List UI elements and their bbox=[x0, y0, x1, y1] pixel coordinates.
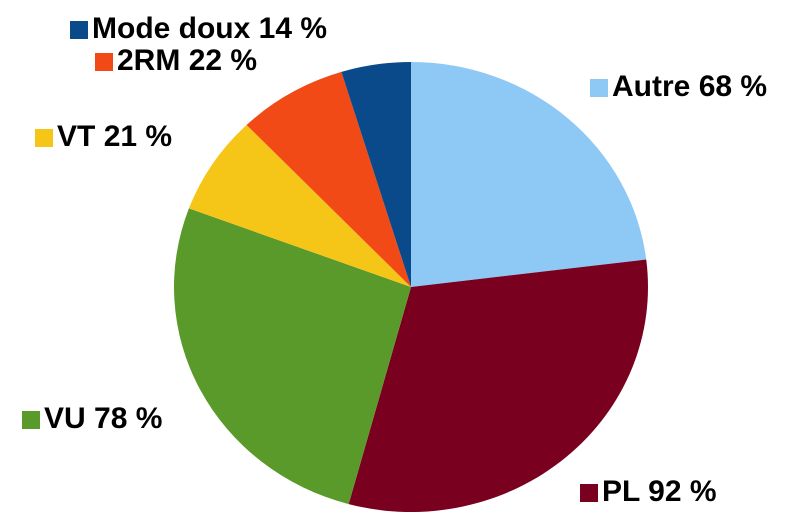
data-label: Autre 68 % bbox=[612, 70, 767, 103]
data-label: Mode doux 14 % bbox=[92, 12, 327, 45]
label-value: 92 % bbox=[648, 475, 716, 508]
pie-slice bbox=[348, 259, 648, 512]
pie-slice bbox=[411, 62, 647, 287]
pie-slice bbox=[341, 62, 411, 287]
pie-slice bbox=[174, 208, 411, 505]
legend-swatch bbox=[590, 79, 608, 97]
label-category: Mode doux bbox=[92, 12, 251, 45]
label-value: 78 % bbox=[94, 402, 162, 435]
label-value: 21 % bbox=[104, 120, 172, 153]
label-value: 22 % bbox=[189, 44, 257, 77]
pie-slice bbox=[188, 124, 411, 287]
legend-swatch bbox=[35, 129, 53, 147]
data-label: VT 21 % bbox=[57, 120, 172, 153]
label-value: 68 % bbox=[699, 70, 767, 103]
legend-swatch bbox=[95, 53, 113, 71]
pie-slice bbox=[246, 71, 411, 288]
data-label: VU 78 % bbox=[44, 402, 162, 435]
label-category: VT bbox=[57, 120, 95, 153]
legend-swatch bbox=[22, 411, 40, 429]
label-category: 2RM bbox=[117, 44, 180, 77]
data-label: 2RM 22 % bbox=[117, 44, 257, 77]
data-label: PL 92 % bbox=[602, 475, 717, 508]
legend-swatch bbox=[580, 484, 598, 502]
label-category: Autre bbox=[612, 70, 690, 103]
legend-swatch bbox=[70, 21, 88, 39]
label-category: PL bbox=[602, 475, 640, 508]
label-value: 14 % bbox=[259, 12, 327, 45]
label-category: VU bbox=[44, 402, 86, 435]
